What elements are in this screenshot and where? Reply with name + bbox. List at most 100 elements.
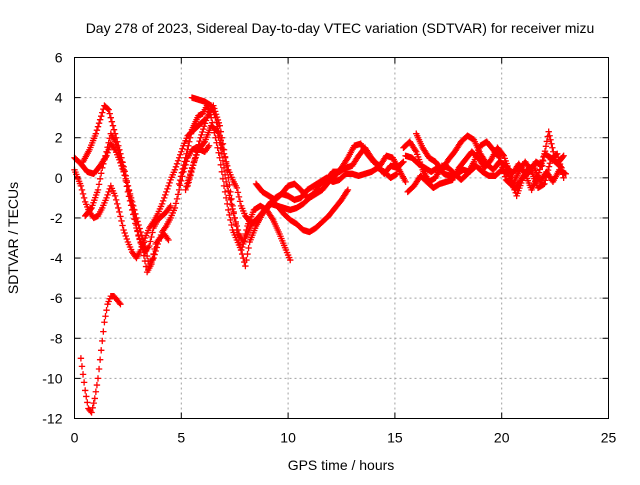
series-track-10 xyxy=(252,144,407,204)
data-point xyxy=(216,132,223,139)
data-point xyxy=(96,356,104,363)
data-point xyxy=(198,131,205,139)
data-point xyxy=(543,138,551,145)
data-point xyxy=(138,243,145,251)
y-tick-label: -4 xyxy=(50,250,63,266)
data-point xyxy=(116,150,123,157)
data-point xyxy=(133,224,140,232)
data-point xyxy=(115,204,122,212)
y-tick-label: 4 xyxy=(55,90,63,106)
data-point xyxy=(105,106,112,113)
data-point xyxy=(84,399,91,406)
data-point xyxy=(116,208,123,216)
data-point xyxy=(120,166,127,174)
data-point xyxy=(242,262,249,270)
data-point xyxy=(140,237,148,245)
data-point xyxy=(185,142,192,149)
data-point xyxy=(216,154,223,161)
series-track-9 xyxy=(188,94,352,236)
data-point xyxy=(226,211,233,219)
data-point xyxy=(92,388,100,395)
data-point xyxy=(148,260,155,268)
data-point xyxy=(121,172,128,179)
data-point xyxy=(125,193,133,200)
data-point xyxy=(287,256,294,264)
data-point xyxy=(104,191,111,199)
data-point xyxy=(88,409,95,416)
data-point xyxy=(95,119,103,127)
data-point xyxy=(217,161,225,168)
x-axis-title: GPS time / hours xyxy=(288,457,395,473)
data-point xyxy=(102,313,109,320)
data-point xyxy=(122,232,129,240)
data-point xyxy=(212,114,219,121)
data-point xyxy=(111,192,119,200)
data-point xyxy=(400,158,407,165)
data-point xyxy=(186,174,193,181)
data-point xyxy=(215,149,222,156)
data-point xyxy=(549,144,556,151)
data-point xyxy=(214,123,221,130)
data-point xyxy=(173,160,181,167)
data-point xyxy=(94,375,102,382)
data-point xyxy=(81,387,89,394)
data-point xyxy=(110,126,118,133)
data-point xyxy=(126,197,134,205)
data-point xyxy=(183,150,190,157)
data-point xyxy=(108,118,116,125)
data-point xyxy=(211,111,218,118)
data-point xyxy=(244,250,251,258)
data-point xyxy=(218,168,226,176)
data-point xyxy=(184,146,191,153)
data-point xyxy=(220,150,228,157)
data-point xyxy=(225,206,232,214)
data-point xyxy=(171,166,179,174)
data-point xyxy=(232,218,239,226)
data-point xyxy=(99,109,106,116)
data-point xyxy=(80,379,88,386)
data-point xyxy=(171,204,179,212)
data-point xyxy=(165,236,172,244)
data-point xyxy=(199,128,206,136)
data-point xyxy=(197,134,204,141)
data-point xyxy=(225,187,232,195)
y-tick-label: 2 xyxy=(55,130,63,146)
data-point xyxy=(125,187,133,195)
data-point xyxy=(200,123,208,130)
y-tick-label: -12 xyxy=(42,411,62,427)
data-point xyxy=(106,110,113,117)
data-point xyxy=(213,118,220,126)
data-point xyxy=(175,186,183,194)
data-point xyxy=(119,162,126,169)
data-point xyxy=(181,158,188,165)
data-point xyxy=(219,175,227,183)
data-point xyxy=(124,188,132,196)
data-point xyxy=(77,182,85,190)
data-point xyxy=(228,221,235,229)
data-point xyxy=(105,139,112,146)
data-point xyxy=(105,188,112,196)
data-point xyxy=(560,174,567,182)
data-point xyxy=(210,108,217,115)
y-tick-label: -10 xyxy=(42,370,62,386)
data-point xyxy=(120,226,127,234)
data-point xyxy=(221,154,229,161)
data-point xyxy=(215,128,222,135)
data-point xyxy=(132,220,139,227)
data-point xyxy=(100,160,107,167)
data-point xyxy=(187,167,195,175)
data-point xyxy=(498,160,505,168)
data-point xyxy=(176,176,184,184)
data-point xyxy=(172,200,180,207)
data-point xyxy=(543,173,550,181)
data-point xyxy=(87,407,94,415)
data-point xyxy=(83,393,90,400)
data-point xyxy=(547,136,554,143)
data-point xyxy=(227,196,234,204)
data-point xyxy=(543,170,551,177)
data-point xyxy=(147,238,154,245)
data-point xyxy=(90,399,97,407)
data-point xyxy=(177,151,184,158)
data-point xyxy=(178,148,185,155)
data-point xyxy=(500,170,508,177)
